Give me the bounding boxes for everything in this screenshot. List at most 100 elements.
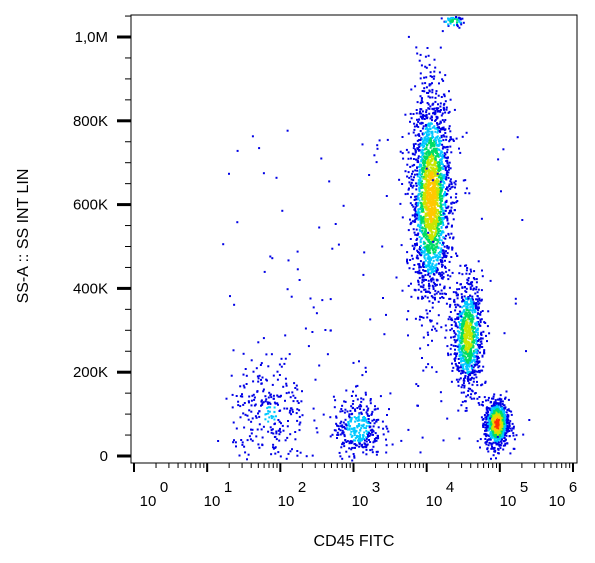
data-point [428,141,431,144]
data-point [273,401,276,404]
data-point [428,199,431,202]
data-point [499,402,502,405]
data-point [500,412,502,415]
data-point [421,90,424,92]
data-point [437,262,440,265]
data-point [475,281,478,284]
data-point [427,159,429,162]
data-point [455,17,458,20]
data-point [362,416,364,419]
data-point [444,156,447,159]
data-point [436,116,439,119]
data-point [423,202,426,205]
data-point [424,295,427,298]
data-point [459,264,462,267]
data-point [460,358,463,361]
data-point [487,407,490,410]
data-point [280,365,283,368]
data-point [485,423,488,426]
data-point [376,450,379,453]
data-point [422,149,425,152]
data-point [436,167,439,170]
data-point [490,412,493,415]
data-point [346,440,349,443]
data-point [465,269,468,272]
data-point [434,118,437,121]
data-point [449,311,452,313]
data-point [434,289,437,292]
data-point [510,413,513,416]
data-point [459,366,462,369]
data-point [428,90,431,93]
data-point [349,409,352,412]
data-point [462,356,465,359]
data-point [448,110,451,113]
data-point [456,24,459,26]
data-point [370,413,373,416]
data-point [475,352,478,355]
data-point [466,341,469,344]
data-point [440,140,443,142]
data-point [363,439,366,442]
data-point [464,319,467,322]
data-point [471,317,474,320]
data-point [369,318,372,321]
data-point [432,219,435,222]
data-point [489,279,492,282]
data-point [420,222,423,225]
data-point [422,203,425,206]
data-point [433,199,436,202]
data-point [438,142,441,145]
data-point [429,262,432,264]
data-point [471,333,474,336]
data-point [423,196,426,199]
data-point [511,427,514,430]
data-point [437,103,439,106]
data-point [241,441,244,444]
x-tick-exponent: 1 [224,479,232,496]
data-point [413,153,416,156]
data-point [351,402,354,405]
data-point [418,248,421,251]
data-point [461,335,464,338]
data-point [433,168,436,171]
data-point [358,412,361,415]
data-point [422,217,425,220]
data-point [433,75,436,78]
data-point [434,111,437,114]
data-point [427,251,430,254]
data-point [298,429,301,432]
data-point [270,417,273,420]
data-point [488,413,491,416]
data-point [241,395,244,398]
data-point [482,423,485,426]
data-point [437,193,440,196]
data-point [460,334,463,337]
data-point [441,186,444,189]
data-point [457,348,460,351]
data-point [498,429,501,432]
data-point [356,384,359,387]
data-point [234,441,237,444]
data-point [419,206,422,209]
data-point [415,158,417,161]
data-point [466,318,469,321]
data-point [245,383,248,385]
data-point [449,130,452,133]
data-point [415,256,418,259]
data-point [442,139,445,142]
data-point [362,273,365,276]
data-point [434,223,437,226]
data-point [434,251,437,254]
data-point [478,345,481,348]
data-point [377,426,380,429]
data-point [456,200,459,202]
data-point [360,397,363,400]
data-point [444,132,447,134]
data-point [423,256,426,258]
data-point [427,176,430,179]
data-point [486,325,489,328]
data-point [296,268,299,271]
data-point [450,202,453,205]
data-point [462,331,464,334]
